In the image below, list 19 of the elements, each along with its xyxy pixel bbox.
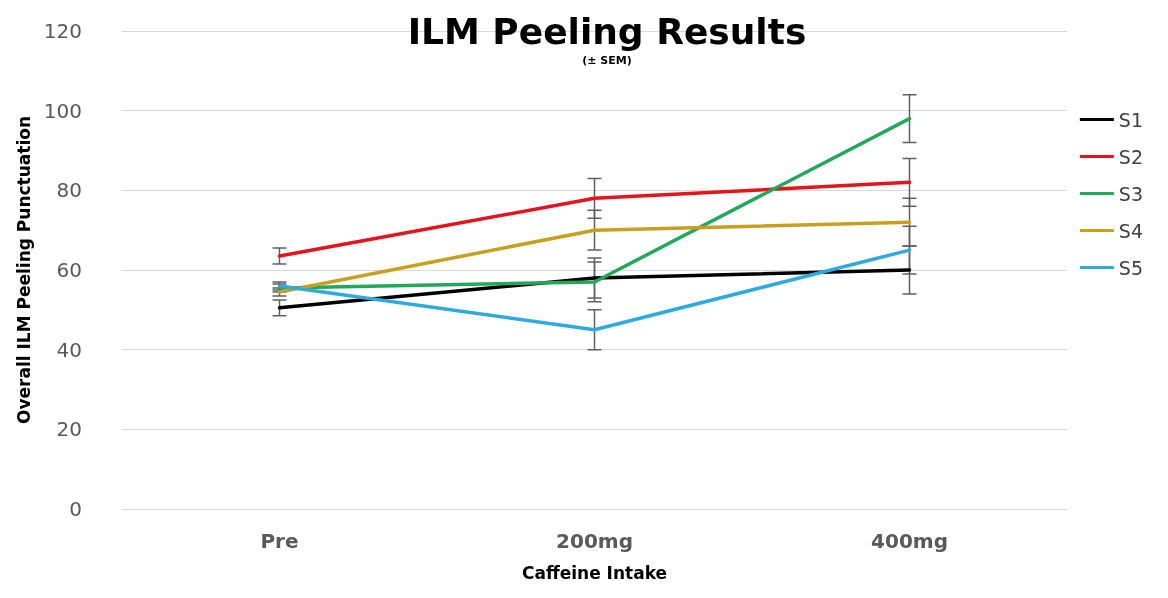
y-tick-label: 120	[43, 19, 82, 43]
y-tick-label: 20	[56, 417, 82, 442]
y-tick-label: 40	[56, 337, 82, 362]
legend-label: S2	[1118, 145, 1144, 168]
x-tick-label: 400mg	[871, 529, 948, 553]
legend-label: S4	[1118, 219, 1144, 242]
legend-label: S5	[1118, 256, 1144, 279]
x-axis-title: Caffeine Intake	[521, 562, 668, 583]
y-tick-label: 80	[56, 178, 82, 203]
text: (± SEM)	[582, 54, 632, 67]
chart-title: ILM Peeling Results	[407, 10, 807, 52]
x-tick-label: Pre	[260, 529, 299, 553]
y-axis-title: Overall ILM Peeling Punctuation	[14, 115, 35, 425]
y-tick-label: 0	[69, 497, 82, 521]
y-tick-label: 100	[43, 98, 82, 123]
legend-label: S1	[1118, 108, 1144, 131]
x-tick-label: 200mg	[556, 529, 633, 553]
legend-label: S3	[1118, 182, 1144, 205]
y-tick-label: 60	[56, 258, 82, 282]
